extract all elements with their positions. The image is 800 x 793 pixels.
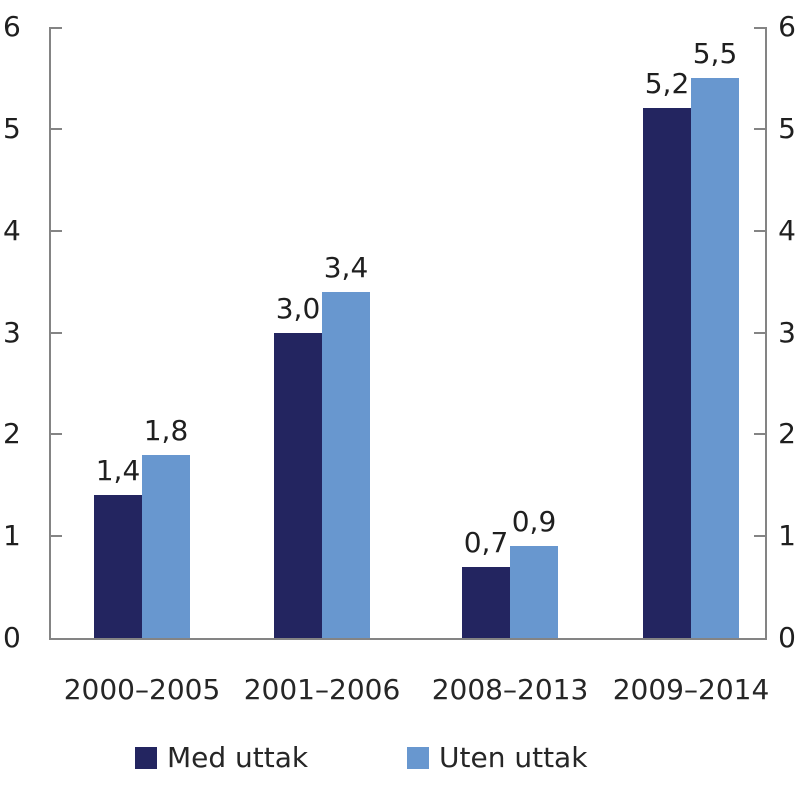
bar-wrap: 0,9 [510,27,558,638]
y-tick-label: 3 [3,315,21,349]
bar-group-2009-2014: 5,2 5,5 [643,27,739,638]
y-tick-mark [51,27,62,29]
bar-wrap: 5,2 [643,27,691,638]
x-axis-label: 2000–2005 [63,673,221,706]
y-tick-label: 5 [3,111,21,145]
legend-swatch-uten-uttak [407,747,429,769]
x-axis-label: 2001–2006 [243,673,401,706]
bar-wrap: 3,4 [322,27,370,638]
bar-group-2000-2005: 1,4 1,8 [94,27,190,638]
bar-wrap: 1,4 [94,27,142,638]
bar-uten-uttak [510,546,558,638]
bar-wrap: 5,5 [691,27,739,638]
bar-value-label: 0,7 [463,525,509,559]
y-tick-label: 4 [778,213,796,247]
y-axis-right-labels: 0 1 2 3 4 5 6 [766,0,800,793]
bar-value-label: 3,0 [275,291,321,325]
y-tick-mark [754,127,765,130]
y-tick-label: 2 [3,417,21,451]
bar-wrap: 3,0 [274,27,322,638]
y-tick-label: 3 [778,315,796,349]
legend-label: Uten uttak [439,741,588,774]
y-tick-mark [51,229,62,232]
bar-wrap: 0,7 [462,27,510,638]
legend-item-med-uttak: Med uttak [135,744,308,772]
bar-med-uttak [94,495,142,638]
legend-label: Med uttak [167,741,309,774]
bar-value-label: 1,4 [95,454,141,488]
plot-area: 1,4 1,8 3,0 3,4 0,7 0,9 [49,27,767,640]
y-tick-label: 1 [778,519,796,553]
y-tick-mark [754,331,765,334]
bar-value-label: 5,5 [692,36,738,70]
bar-med-uttak [274,332,322,638]
y-tick-mark [754,27,765,29]
y-tick-mark [51,535,62,538]
legend-swatch-med-uttak [135,747,157,769]
y-tick-mark [754,535,765,538]
bar-med-uttak [643,108,691,638]
y-tick-label: 0 [778,621,796,654]
bar-uten-uttak [691,77,739,638]
y-tick-mark [754,229,765,232]
y-tick-label: 1 [3,519,21,553]
x-axis-label: 2008–2013 [431,673,589,706]
bar-value-label: 5,2 [644,67,690,101]
y-tick-label: 2 [778,417,796,451]
bar-value-label: 1,8 [143,413,189,447]
y-tick-mark [754,433,765,436]
x-axis-labels: 2000–2005 2001–2006 2008–2013 2009–2014 [0,672,800,708]
x-axis-label: 2009–2014 [612,673,770,706]
bar-med-uttak [462,566,510,638]
bar-wrap: 1,8 [142,27,190,638]
y-tick-label: 6 [3,10,21,43]
bar-group-2008-2013: 0,7 0,9 [462,27,558,638]
bar-uten-uttak [322,291,370,638]
y-tick-mark [51,127,62,130]
y-tick-label: 5 [778,111,796,145]
y-tick-mark [51,433,62,436]
bar-group-2001-2006: 3,0 3,4 [274,27,370,638]
y-axis-left-labels: 0 1 2 3 4 5 6 [0,0,34,793]
y-tick-label: 0 [3,621,21,654]
bar-value-label: 3,4 [323,250,369,284]
y-tick-label: 6 [778,10,796,43]
y-tick-mark [51,331,62,334]
bar-value-label: 0,9 [511,505,557,539]
bar-uten-uttak [142,454,190,638]
legend-item-uten-uttak: Uten uttak [407,744,587,772]
y-tick-label: 4 [3,213,21,247]
